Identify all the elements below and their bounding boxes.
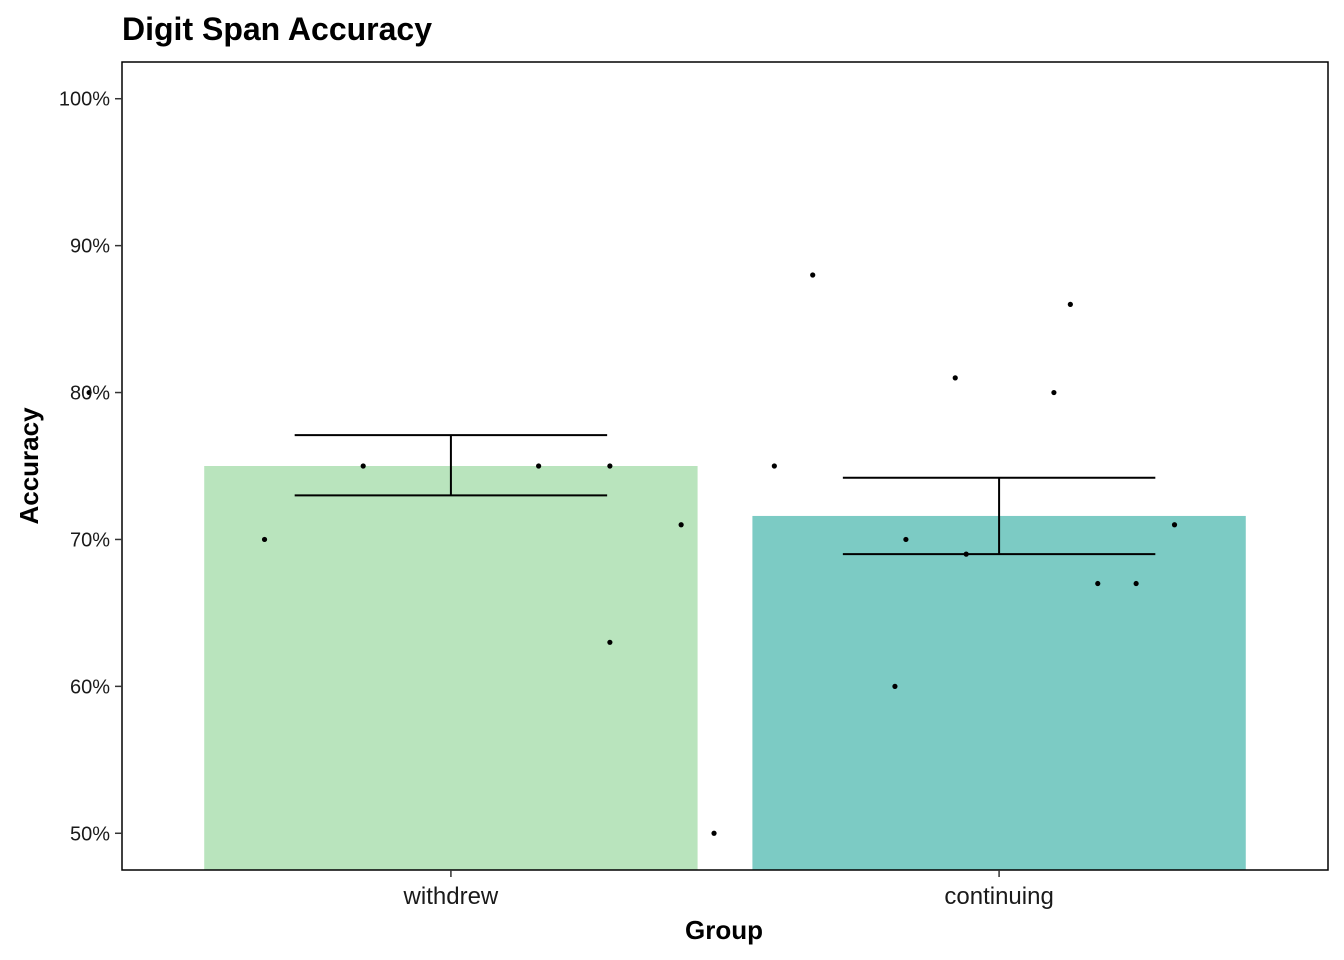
y-tick-label: 50%: [70, 823, 110, 845]
y-axis-title: Accuracy: [14, 407, 44, 525]
y-tick-label: 90%: [70, 236, 110, 258]
x-tick-label-withdrew: withdrew: [403, 883, 499, 910]
data-point: [1095, 580, 1101, 587]
data-point: [1133, 580, 1139, 587]
data-point: [86, 389, 92, 396]
data-point: [903, 536, 909, 543]
data-point: [360, 463, 366, 469]
data-point: [536, 463, 542, 469]
data-point: [711, 830, 717, 836]
data-point: [1051, 389, 1057, 396]
data-point: [607, 639, 613, 645]
data-point: [771, 463, 777, 469]
y-tick-label: 100%: [59, 89, 110, 111]
y-tick-label: 60%: [70, 676, 110, 698]
y-tick-label: 70%: [70, 529, 110, 551]
data-point: [952, 375, 958, 381]
bar-withdrew: [204, 466, 698, 870]
data-point: [607, 463, 613, 469]
bar-continuing: [752, 515, 1246, 870]
data-point: [892, 683, 898, 689]
data-point: [810, 272, 816, 278]
x-axis-title: Group: [685, 915, 763, 945]
plot-panel-border: [121, 61, 1329, 871]
data-point: [1067, 301, 1073, 307]
x-tick-label-continuing: continuing: [944, 883, 1053, 910]
chart-title: Digit Span Accuracy: [122, 11, 432, 47]
y-tick-label: 80%: [70, 383, 110, 405]
data-point: [1171, 522, 1178, 528]
data-point: [678, 522, 684, 528]
data-point: [261, 536, 268, 543]
